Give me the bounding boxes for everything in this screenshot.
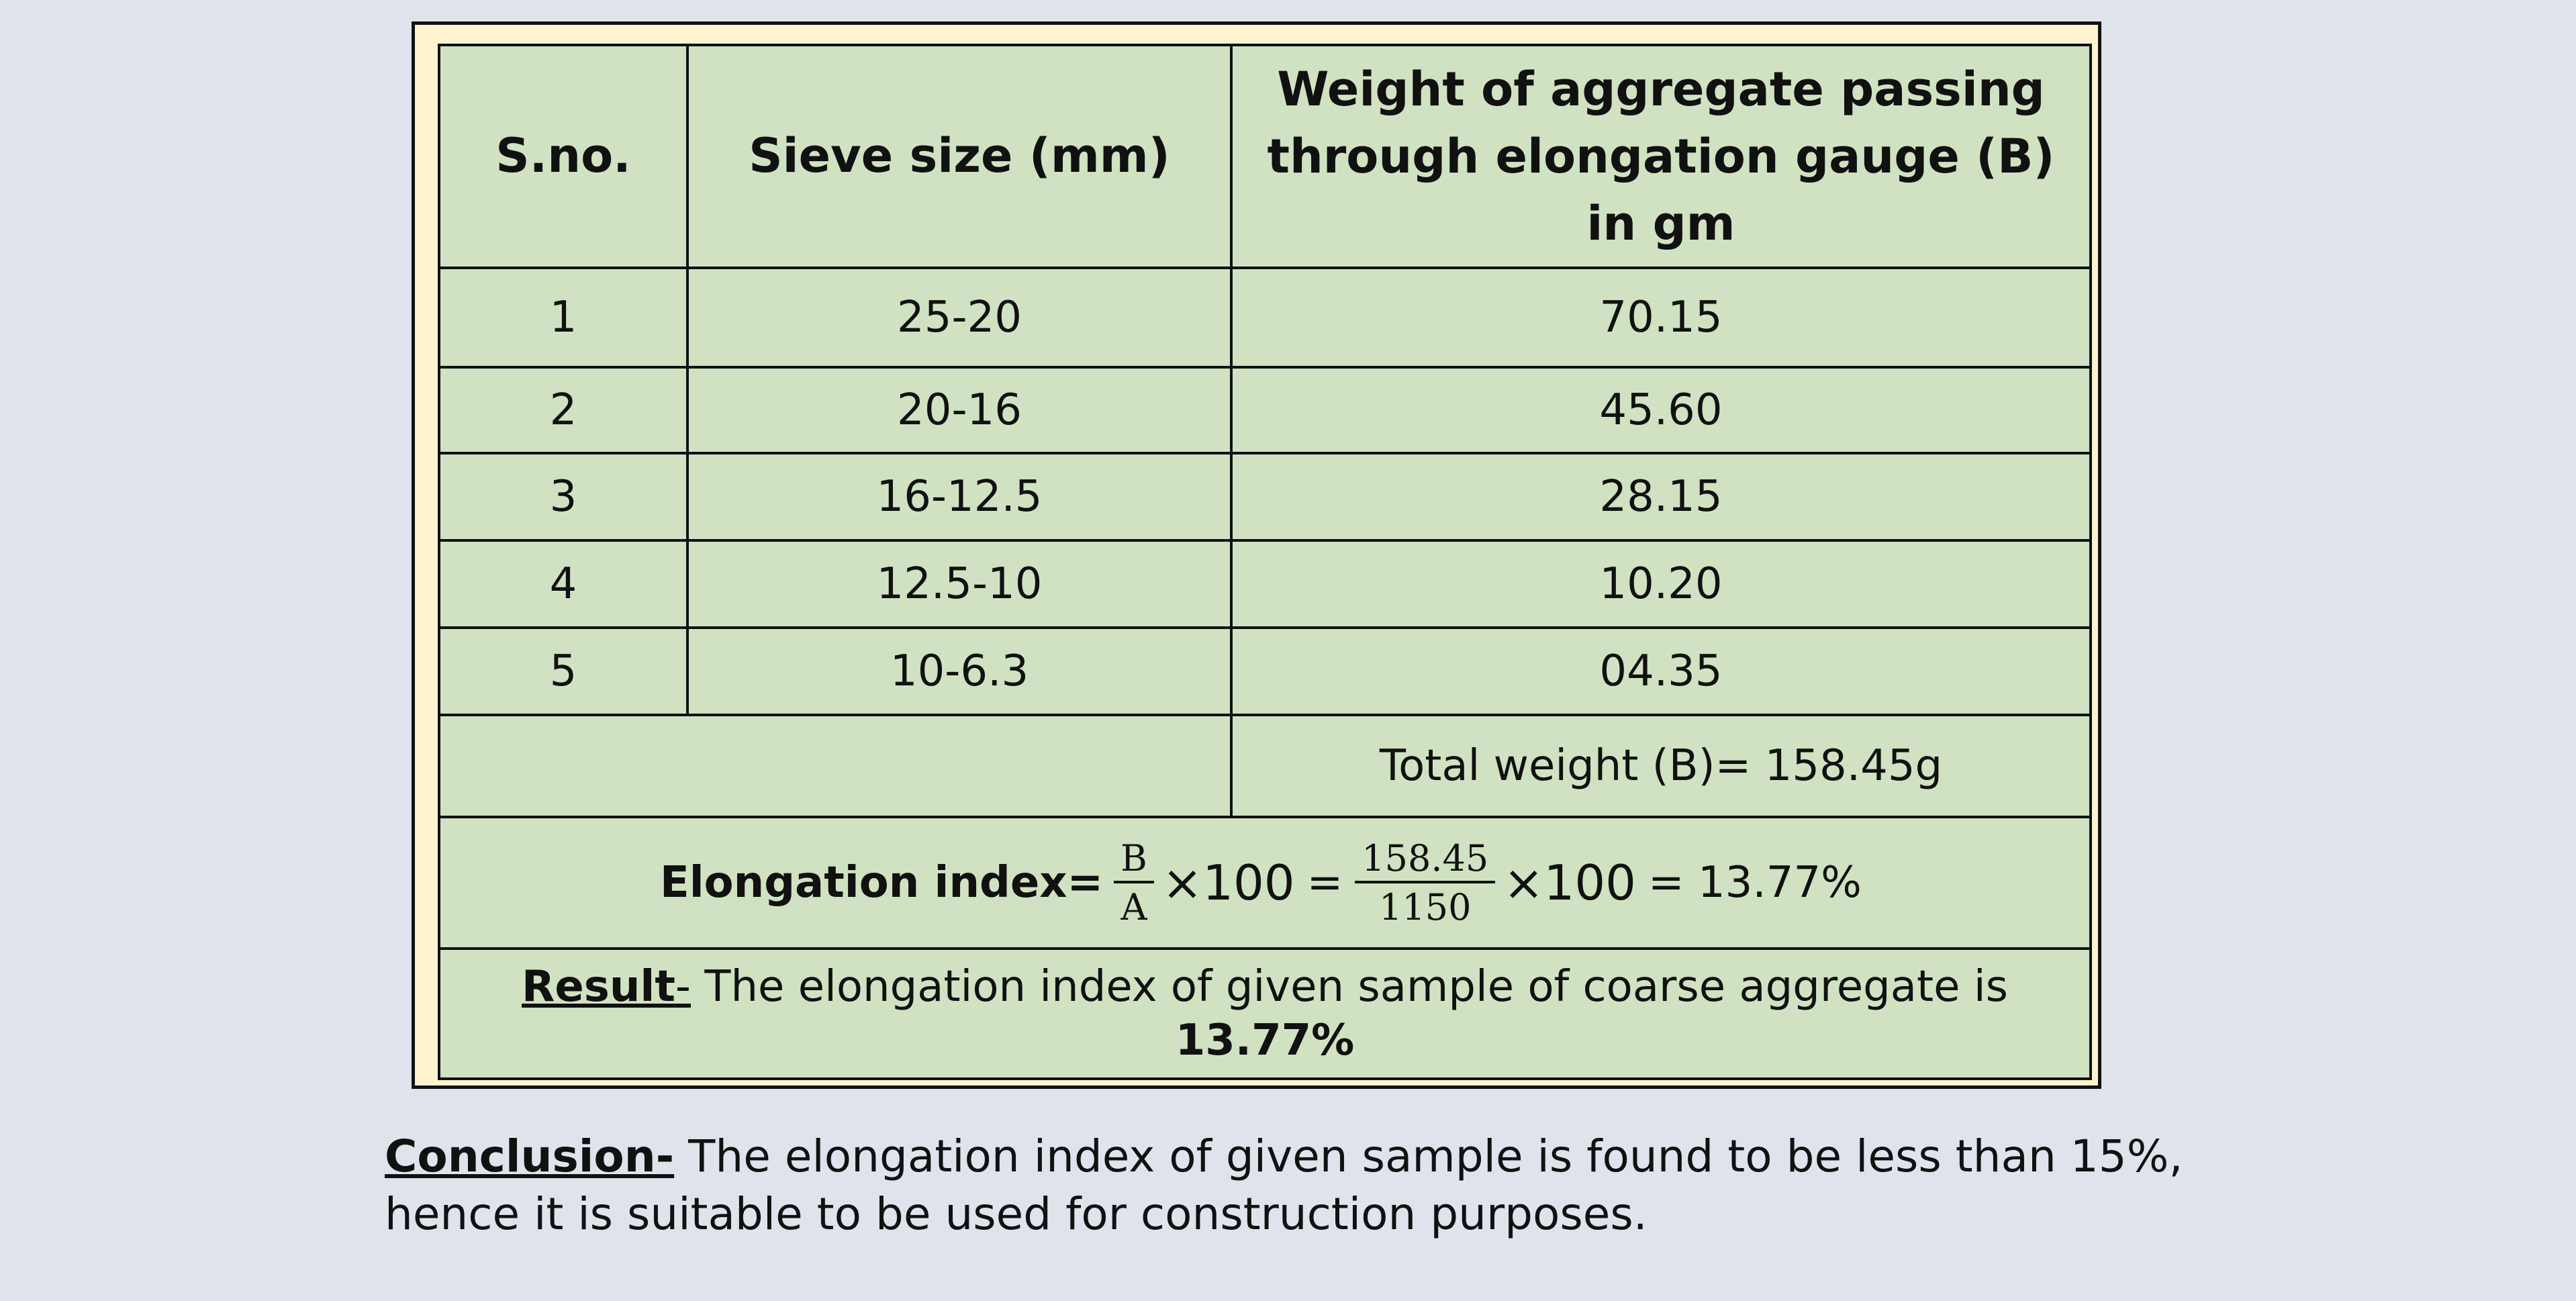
result-value: 13.77% (1175, 1016, 1355, 1065)
elongation-table: S.no. Sieve size (mm) Weight of aggregat… (438, 44, 2092, 1080)
formula-result: = 13.77% (1648, 858, 1862, 908)
row-weight: 70.15 (1230, 267, 2092, 369)
fraction-denominator: 1150 (1379, 886, 1472, 928)
conclusion-text: The elongation index of given sample is … (385, 1130, 2183, 1240)
fraction-numerator: B (1114, 838, 1154, 883)
row-sieve-size: 16-12.5 (686, 452, 1233, 542)
formula-label: Elongation index= (660, 858, 1104, 908)
fraction-b-over-a: B A (1114, 838, 1154, 928)
table-row: 2 20-16 45.60 (438, 366, 2092, 454)
fraction-values: 158.45 1150 (1355, 838, 1496, 928)
table-header-row: S.no. Sieve size (mm) Weight of aggregat… (438, 44, 2092, 269)
elongation-formula: Elongation index= B A ×100 = 158.45 1150… (660, 838, 1870, 928)
fraction-numerator: 158.45 (1355, 838, 1496, 883)
formula-row: Elongation index= B A ×100 = 158.45 1150… (438, 816, 2092, 950)
total-weight: Total weight (B)= 158.45g (1230, 714, 2092, 818)
table-row: 5 10-6.3 04.35 (438, 626, 2092, 716)
row-sieve-size: 20-16 (686, 366, 1233, 454)
row-sieve-size: 12.5-10 (686, 539, 1233, 629)
formula-cell: Elongation index= B A ×100 = 158.45 1150… (438, 816, 2092, 950)
times-hundred: ×100 (1161, 855, 1295, 911)
result-label: Result (522, 962, 675, 1012)
fraction-denominator: A (1120, 886, 1147, 928)
row-sieve-size: 10-6.3 (686, 626, 1233, 716)
row-sno: 4 (438, 539, 689, 629)
row-weight: 45.60 (1230, 366, 2092, 454)
conclusion-label: Conclusion- (385, 1130, 675, 1182)
header-sno: S.no. (438, 44, 689, 269)
row-sno: 3 (438, 452, 689, 542)
row-weight: 28.15 (1230, 452, 2092, 542)
result-cell: Result- The elongation index of given sa… (438, 947, 2092, 1080)
conclusion-paragraph: Conclusion- The elongation index of give… (385, 1128, 2197, 1243)
result-dash: - (675, 962, 691, 1012)
row-weight: 04.35 (1230, 626, 2092, 716)
row-sieve-size: 25-20 (686, 267, 1233, 369)
times-hundred: ×100 (1503, 855, 1636, 911)
header-sieve-size: Sieve size (mm) (686, 44, 1233, 269)
row-sno: 5 (438, 626, 689, 716)
row-weight: 10.20 (1230, 539, 2092, 629)
table-frame: S.no. Sieve size (mm) Weight of aggregat… (412, 21, 2101, 1089)
header-weight: Weight of aggregate passing through elon… (1230, 44, 2092, 269)
table-row: 1 25-20 70.15 (438, 267, 2092, 369)
table-row: 4 12.5-10 10.20 (438, 539, 2092, 629)
row-sno: 1 (438, 267, 689, 369)
table-row: 3 16-12.5 28.15 (438, 452, 2092, 542)
result-row: Result- The elongation index of given sa… (438, 947, 2092, 1080)
result-text: The elongation index of given sample of … (691, 962, 2008, 1012)
row-sno: 2 (438, 366, 689, 454)
equals-sign: = (1306, 858, 1343, 908)
total-row: Total weight (B)= 158.45g (438, 714, 2092, 818)
total-blank-cell (438, 714, 1233, 818)
